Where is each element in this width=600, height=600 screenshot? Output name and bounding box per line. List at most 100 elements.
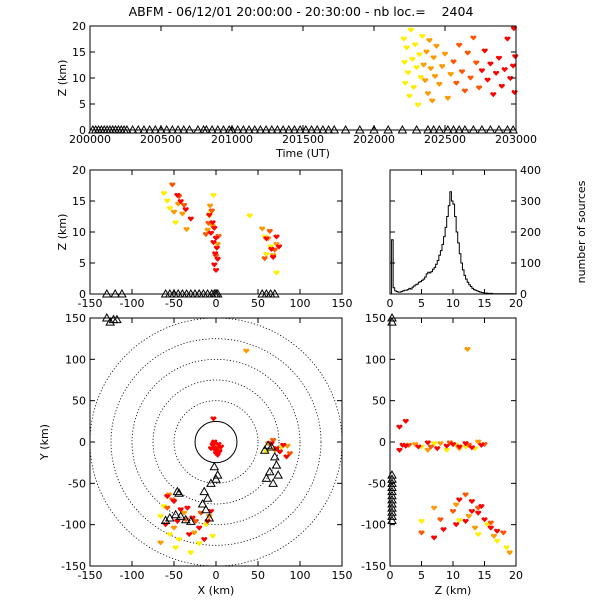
- y-tick-label: 5: [79, 98, 86, 111]
- station-marker: [273, 470, 284, 479]
- source-point: [468, 508, 475, 515]
- source-point: [490, 92, 497, 98]
- source-point: [186, 532, 193, 538]
- source-point: [276, 449, 283, 455]
- x-tick-label: 202500: [424, 133, 466, 146]
- y-tick-label: 0: [520, 288, 527, 301]
- source-point: [192, 518, 199, 524]
- source-point: [179, 211, 186, 217]
- source-point: [510, 26, 517, 32]
- station-marker: [206, 478, 216, 487]
- source-point: [214, 452, 221, 458]
- source-point: [494, 538, 501, 544]
- source-point: [487, 525, 494, 531]
- x-tick-label: -150: [78, 569, 103, 582]
- source-point: [465, 513, 472, 519]
- station-marker: [261, 473, 272, 482]
- source-point: [401, 59, 408, 65]
- source-point: [416, 52, 423, 58]
- source-point: [420, 62, 427, 68]
- source-point: [456, 518, 463, 524]
- source-point: [475, 439, 482, 445]
- source-point: [214, 256, 221, 262]
- height-y-stations: [387, 312, 397, 525]
- y-tick-label: -100: [61, 519, 86, 532]
- source-point: [211, 262, 218, 268]
- source-point: [412, 442, 419, 448]
- source-point: [507, 76, 514, 82]
- source-point: [484, 77, 491, 83]
- x-tick-label: 150: [332, 297, 353, 310]
- station-marker: [201, 504, 211, 514]
- source-point: [181, 510, 188, 516]
- source-point: [166, 532, 173, 538]
- source-point: [403, 45, 410, 51]
- x-height-y-axis-label: Z (km): [56, 214, 69, 251]
- x-tick-label: 5: [418, 569, 425, 582]
- y-tick-label: 150: [65, 312, 86, 325]
- plan-view-stations: [101, 312, 284, 525]
- x-tick-label: 50: [251, 569, 265, 582]
- station-marker: [268, 478, 278, 487]
- x-height-sources: [160, 182, 283, 276]
- source-point: [267, 244, 274, 250]
- y-tick-label: 0: [79, 124, 86, 137]
- source-point: [207, 446, 214, 452]
- source-point: [462, 518, 469, 524]
- source-point: [478, 68, 485, 74]
- source-point: [263, 251, 270, 257]
- y-tick-label: -50: [368, 477, 386, 490]
- y-tick-label: 150: [365, 312, 386, 325]
- y-tick-label: 300: [520, 195, 541, 208]
- source-point: [399, 442, 406, 448]
- source-point: [478, 504, 485, 510]
- time-height-frame: [89, 25, 517, 131]
- source-point: [246, 213, 253, 219]
- source-point: [209, 220, 216, 226]
- source-point: [424, 91, 431, 97]
- y-tick-label: -50: [68, 477, 86, 490]
- x-tick-label: 50: [251, 297, 265, 310]
- y-tick-label: 0: [379, 436, 386, 449]
- source-point: [456, 42, 463, 48]
- source-point: [415, 444, 422, 450]
- source-point: [424, 440, 431, 446]
- station-marker: [264, 466, 275, 476]
- station-marker: [180, 514, 191, 524]
- x-tick-label: 10: [446, 297, 460, 310]
- x-height-ticks: -150 -100 -50 0 50 100 150 0 5 10 15 20: [72, 164, 353, 310]
- source-point: [213, 245, 220, 251]
- x-tick-label: 100: [290, 297, 311, 310]
- y-tick-label: 50: [72, 395, 86, 408]
- source-point: [263, 236, 270, 242]
- y-tick-label: 200: [520, 226, 541, 239]
- x-tick-label: 200500: [140, 133, 182, 146]
- plan-x-axis-label: X (km): [198, 584, 235, 597]
- source-point: [434, 446, 441, 452]
- source-point: [162, 522, 169, 528]
- y-tick-label: 10: [72, 226, 86, 239]
- source-point: [216, 449, 223, 455]
- source-point: [212, 235, 220, 241]
- source-point: [210, 192, 217, 199]
- source-point: [423, 49, 430, 55]
- x-tick-label: 200000: [69, 133, 111, 146]
- height-histogram-frame: [389, 169, 517, 295]
- source-point: [273, 241, 280, 247]
- source-point: [202, 232, 209, 238]
- x-tick-label: 20: [509, 297, 523, 310]
- source-point: [481, 48, 488, 54]
- source-point: [164, 494, 171, 500]
- x-tick-label: 202000: [353, 133, 395, 146]
- source-point: [166, 205, 173, 212]
- x-tick-label: 10: [446, 569, 460, 582]
- source-point: [259, 226, 266, 232]
- station-marker: [199, 486, 210, 496]
- station-marker: [185, 516, 196, 525]
- source-point: [464, 50, 471, 56]
- source-point: [427, 444, 434, 450]
- source-point: [459, 69, 466, 75]
- source-point: [157, 540, 164, 546]
- station-marker: [105, 317, 116, 326]
- station-marker: [271, 460, 282, 469]
